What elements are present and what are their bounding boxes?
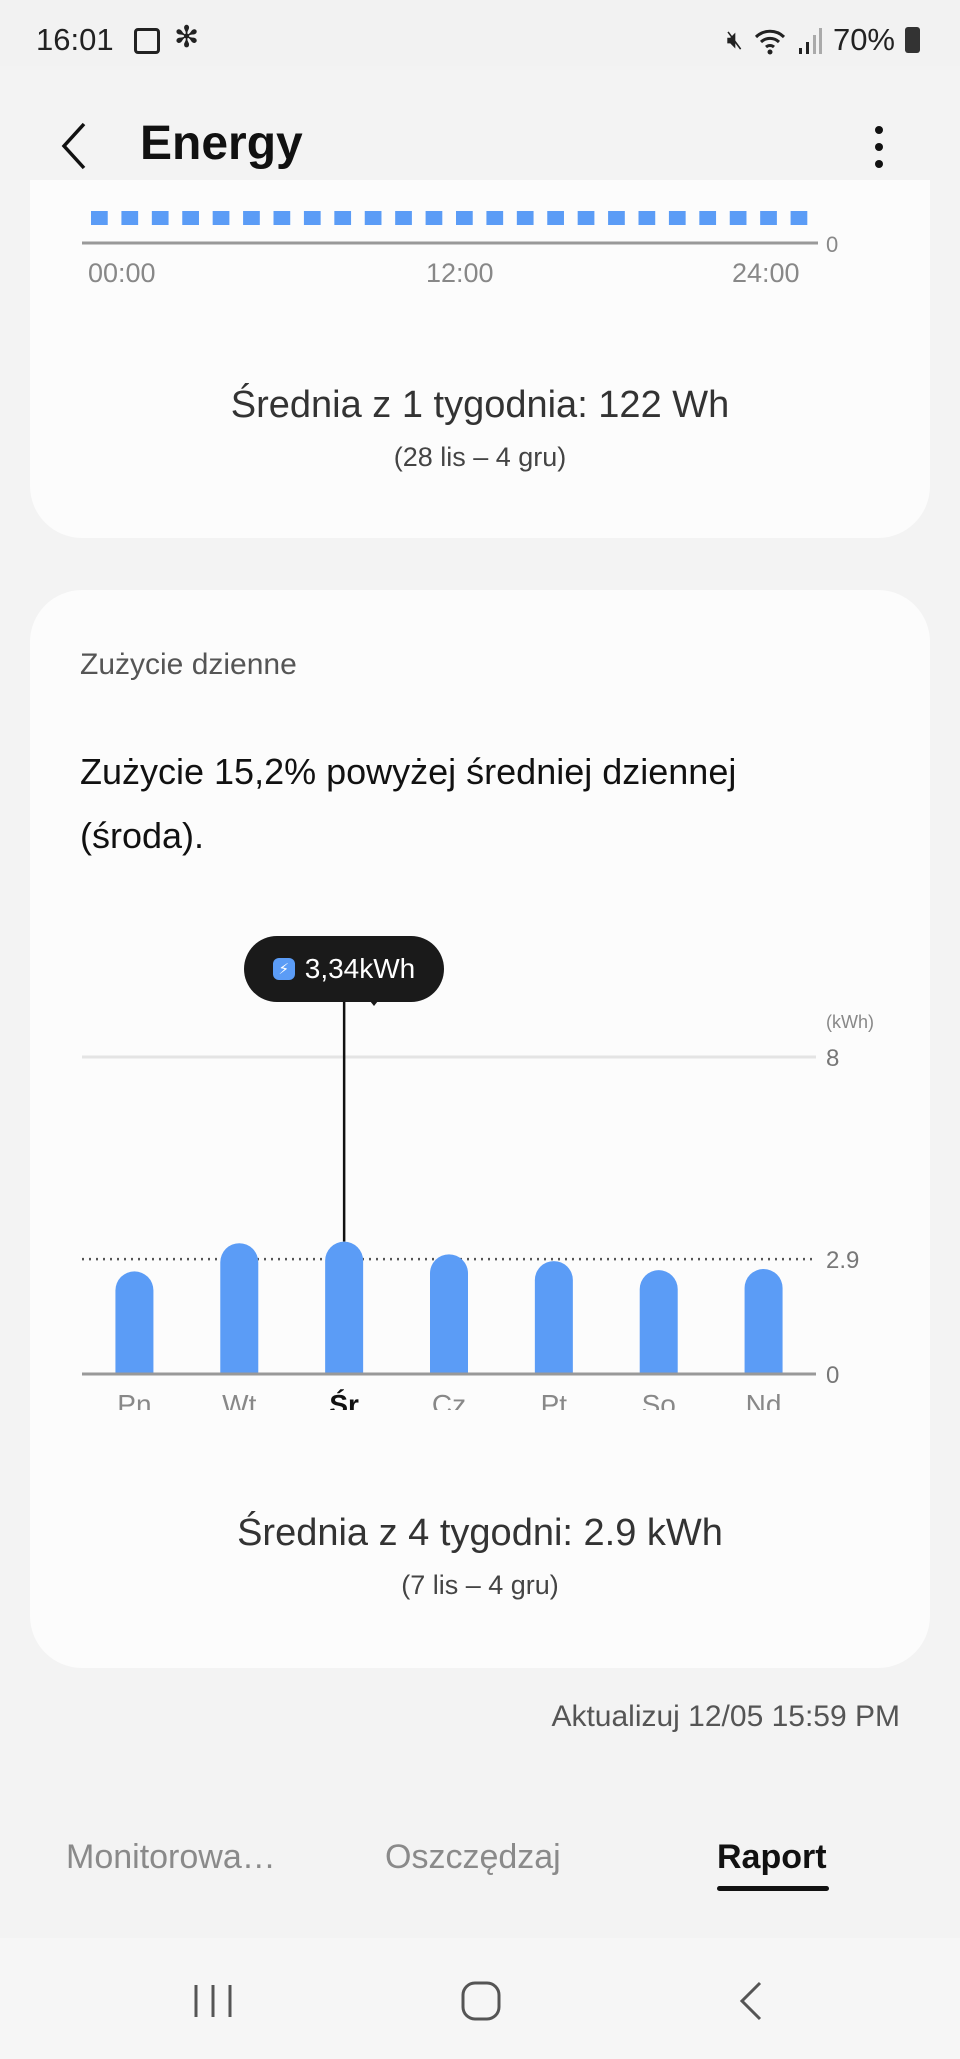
y-unit: (kWh) [826,1012,874,1032]
fan-icon: ✻ [174,21,200,54]
wifi-icon [754,29,786,55]
daily-usage-card: Zużycie dzienne Zużycie 15,2% powyżej śr… [30,590,930,1668]
bar-So [639,1270,678,1374]
tooltip-value: 3,34kWh [304,953,416,984]
hourly-bar [547,211,564,225]
x-tick: 24:00 [732,258,800,288]
weekly-average: Średnia z 1 tygodnia: 122 Wh [230,384,730,426]
hourly-bar [516,211,534,225]
x-tick: So [642,1389,676,1410]
gallery-icon [134,28,160,54]
hourly-bar [699,211,717,225]
hourly-bar [486,211,504,225]
hourly-bar [425,211,443,225]
recents-icon[interactable] [192,1983,234,2019]
hourly-bar [638,211,656,225]
y-tick: 0 [826,1362,839,1389]
hourly-bar [91,211,108,225]
signal-icon [798,28,822,54]
x-tick: Nd [746,1389,782,1410]
hourly-bar [729,211,747,225]
x-tick: Pn [117,1389,151,1410]
last-updated: Aktualizuj 12/05 15:59 PM [551,1700,900,1733]
battery-icon [905,27,920,53]
chevron-left-icon [61,122,86,170]
hourly-bar [760,211,777,225]
hourly-bar [790,211,808,225]
hourly-chart [82,211,818,245]
bar-Pn [115,1271,154,1374]
x-tick: Śr [329,1389,359,1410]
weekly-range: (28 lis – 4 gru) [393,442,567,472]
x-tick: Wt [222,1389,256,1410]
bar-Nd [744,1268,783,1374]
hourly-bar [243,211,260,225]
four-week-range: (7 lis – 4 gru) [401,1570,559,1600]
x-tick: Cz [432,1389,466,1410]
more-vertical-icon [875,126,883,168]
hourly-bar [182,211,199,225]
hourly-bar [121,211,139,225]
hourly-bar [151,211,169,225]
x-tick: 00:00 [88,258,156,288]
bar-Śr [325,1241,364,1374]
usage-headline: Zużycie 15,2% powyżej średniej dziennej … [80,751,737,856]
hourly-bar [212,211,230,225]
mute-icon: 🔇︎ [726,24,743,54]
x-tick: 12:00 [426,258,494,288]
y-tick: 2.9 [826,1247,859,1274]
bar-Wt [220,1243,259,1374]
daily-chart: 8 2.9 0 (kWh) Pn Wt Śr Cz Pt So Nd [82,996,874,1410]
hourly-bar [668,211,686,225]
hourly-usage-card: 00:00 12:00 24:00 0 Średnia z 1 tygodnia… [30,180,930,538]
tab-monitoring[interactable]: Monitorowa… [66,1838,276,1876]
hourly-bar [273,211,291,225]
hourly-bar [303,211,321,225]
back-button[interactable] [54,118,94,174]
active-tab-indicator [717,1886,829,1891]
bar-Pt [534,1261,573,1374]
tab-save[interactable]: Oszczędzaj [385,1838,561,1876]
status-time: 16:01 [36,22,114,57]
bar-Cz [430,1254,468,1374]
home-icon[interactable] [460,1980,502,2022]
hourly-bar [395,211,412,225]
navigation-bar [0,1938,960,2059]
page-title: Energy [140,117,303,170]
hourly-bar [608,211,625,225]
tooltip: ⚡︎ 3,34kWh [244,936,444,1002]
battery-level: 70% [832,22,895,57]
back-icon[interactable] [736,1980,764,2022]
hourly-bar [456,211,473,225]
status-right: 🔇︎ 70% [727,22,920,58]
hourly-bar [334,211,352,225]
tab-report[interactable]: Raport [717,1838,827,1876]
y-tick: 0 [826,232,839,257]
x-tick: Pt [541,1389,568,1410]
y-tick: 8 [826,1045,839,1072]
more-options-button[interactable] [862,124,896,172]
card-title: Zużycie dzienne [80,648,297,681]
hourly-bar [364,211,382,225]
lightning-icon: ⚡︎ [272,958,295,980]
status-bar: 16:01 ✻ 🔇︎ 70% [0,0,960,66]
four-week-average: Średnia z 4 tygodni: 2.9 kWh [237,1512,723,1554]
hourly-bar [577,211,595,225]
